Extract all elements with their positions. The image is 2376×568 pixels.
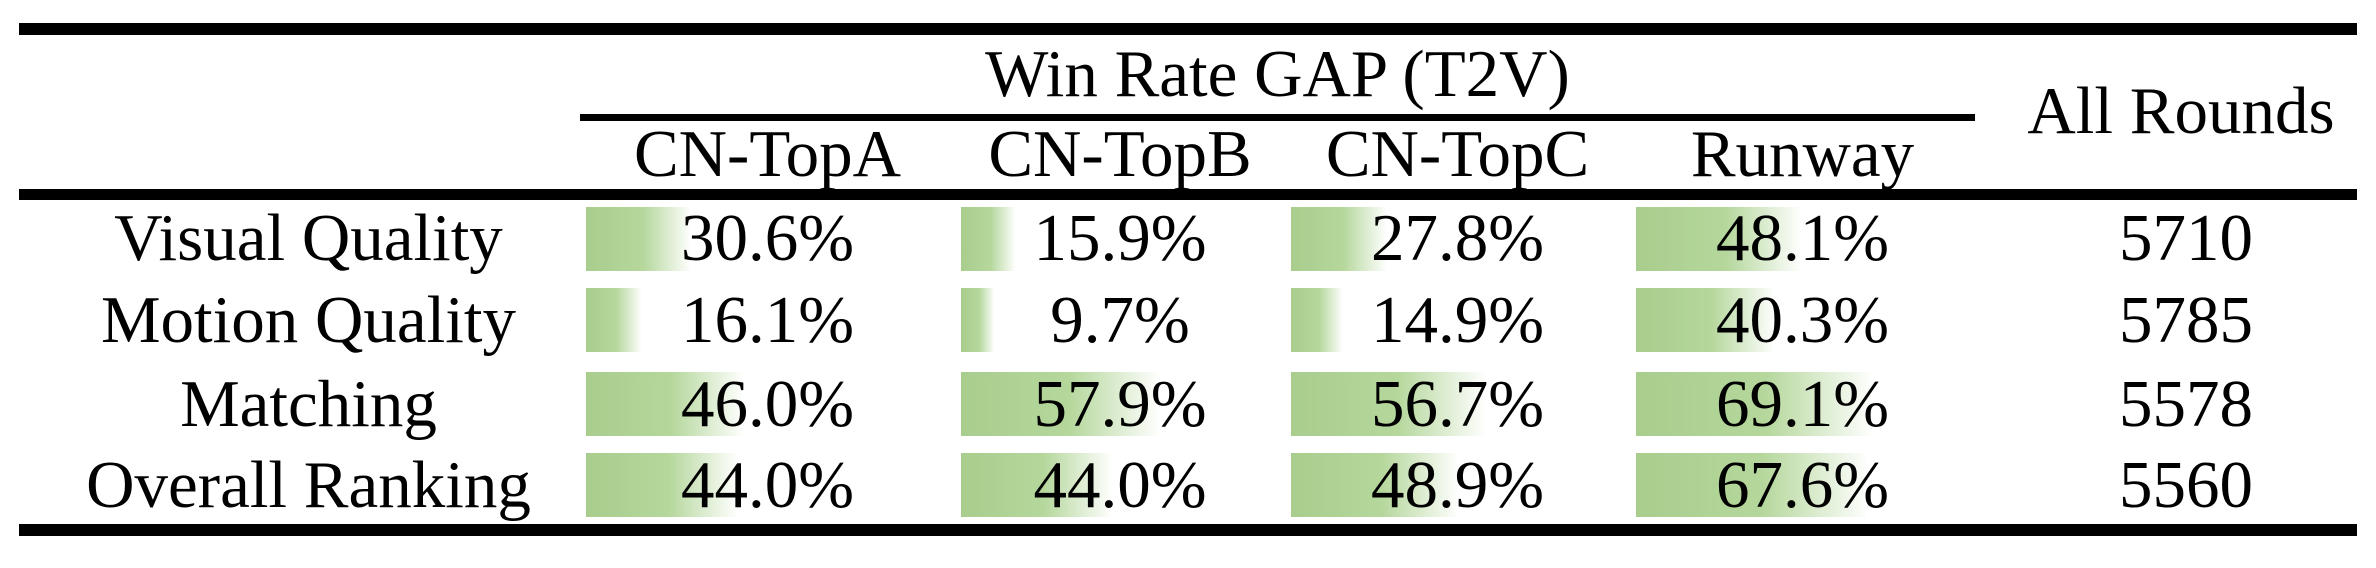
data-bar-track xyxy=(586,453,926,517)
cell-visual-quality-cn-topa: 30.6% xyxy=(580,194,955,278)
data-bar xyxy=(586,206,691,271)
data-bar-track xyxy=(1636,206,1976,271)
cell-motion-quality-all-rounds: 5785 xyxy=(2119,282,2253,357)
column-header-all-rounds: All Rounds xyxy=(1975,29,2357,200)
data-bar xyxy=(1636,372,1871,436)
table-row-motion-quality: Motion Quality 16.1% 9.7% 14.9% 40.3% xyxy=(19,278,2357,362)
column-header-cn-topa: CN-TopA xyxy=(580,117,955,200)
row-label-motion-quality: Motion Quality xyxy=(100,282,517,357)
percent-value: 57.9% xyxy=(1033,366,1207,441)
table-row-visual-quality: Visual Quality 30.6% 15.9% 27.8% 48.1% xyxy=(19,194,2357,278)
percent-value: 9.7% xyxy=(1050,282,1190,357)
percent-value: 16.1% xyxy=(680,282,855,357)
cell-visual-quality-all-rounds: 5710 xyxy=(2119,201,2253,276)
data-bar xyxy=(1291,372,1484,436)
data-bar-track xyxy=(961,206,1301,271)
data-bar-track xyxy=(1636,288,1976,352)
percent-value: 40.3% xyxy=(1715,282,1890,357)
percent-value: 44.0% xyxy=(680,447,855,522)
cell-matching-cn-topc: 56.7% xyxy=(1285,362,1630,446)
cell-matching-runway: 69.1% xyxy=(1630,362,1975,446)
data-bar xyxy=(961,453,1111,517)
cell-overall-ranking-all-rounds: 5560 xyxy=(2119,447,2253,522)
percent-value: 14.9% xyxy=(1370,282,1545,357)
data-bar xyxy=(961,372,1158,436)
data-bar-track xyxy=(1291,206,1631,271)
data-bar-track xyxy=(586,372,926,436)
percent-value: 30.6% xyxy=(680,201,855,276)
cell-motion-quality-cn-topa: 16.1% xyxy=(580,278,955,362)
data-bar-track xyxy=(1291,372,1631,436)
cell-visual-quality-cn-topc: 27.8% xyxy=(1285,194,1630,278)
row-label-visual-quality: Visual Quality xyxy=(114,201,503,276)
percent-value: 69.1% xyxy=(1715,366,1890,441)
column-header-cn-topc: CN-TopC xyxy=(1285,117,1630,200)
cell-overall-ranking-runway: 67.6% xyxy=(1630,446,1975,530)
data-bar xyxy=(1636,206,1800,271)
data-bar-track xyxy=(586,288,926,352)
data-bar xyxy=(586,288,641,352)
data-bar xyxy=(586,372,743,436)
row-label-matching: Matching xyxy=(180,366,437,441)
data-bar-track xyxy=(1291,453,1631,517)
data-bar xyxy=(961,288,994,352)
cell-overall-ranking-cn-topb: 44.0% xyxy=(955,446,1285,530)
cell-matching-cn-topa: 46.0% xyxy=(580,362,955,446)
data-bar xyxy=(1291,206,1386,271)
data-bar xyxy=(1636,288,1774,352)
percent-value: 44.0% xyxy=(1033,447,1207,522)
cell-matching-all-rounds: 5578 xyxy=(2119,366,2253,441)
win-rate-gap-table: Win Rate GAP (T2V) All Rounds CN-TopA CN… xyxy=(19,23,2357,536)
cell-motion-quality-cn-topc: 14.9% xyxy=(1285,278,1630,362)
data-bar xyxy=(1291,288,1342,352)
table-row-overall-ranking: Overall Ranking 44.0% 44.0% 48.9% 67.6% xyxy=(19,446,2357,530)
cell-motion-quality-runway: 40.3% xyxy=(1630,278,1975,362)
data-bar xyxy=(586,453,736,517)
data-bar xyxy=(961,206,1016,271)
data-bar-track xyxy=(1636,372,1976,436)
data-bar-track xyxy=(1291,288,1631,352)
data-bar-track xyxy=(1636,453,1976,517)
cell-visual-quality-cn-topb: 15.9% xyxy=(955,194,1285,278)
percent-value: 48.1% xyxy=(1715,201,1890,276)
percent-value: 48.9% xyxy=(1370,447,1545,522)
row-label-overall-ranking: Overall Ranking xyxy=(86,447,531,522)
percent-value: 56.7% xyxy=(1370,366,1545,441)
data-bar-track xyxy=(961,453,1301,517)
data-bar-track xyxy=(586,206,926,271)
cell-overall-ranking-cn-topa: 44.0% xyxy=(580,446,955,530)
data-bar-track xyxy=(961,288,1301,352)
table-header: Win Rate GAP (T2V) All Rounds CN-TopA CN… xyxy=(19,29,2357,200)
data-bar xyxy=(1636,453,1866,517)
table-body: Visual Quality 30.6% 15.9% 27.8% 48.1% xyxy=(19,194,2357,530)
data-bar xyxy=(1291,453,1458,517)
cell-overall-ranking-cn-topc: 48.9% xyxy=(1285,446,1630,530)
group-header-win-rate-gap: Win Rate GAP (T2V) xyxy=(580,29,1975,121)
column-header-runway: Runway xyxy=(1630,117,1975,200)
cell-visual-quality-runway: 48.1% xyxy=(1630,194,1975,278)
data-bar-track xyxy=(961,372,1301,436)
cell-motion-quality-cn-topb: 9.7% xyxy=(955,278,1285,362)
table-row-matching: Matching 46.0% 57.9% 56.7% 69.1% 557 xyxy=(19,362,2357,446)
percent-value: 27.8% xyxy=(1370,201,1545,276)
cell-matching-cn-topb: 57.9% xyxy=(955,362,1285,446)
percent-value: 15.9% xyxy=(1033,201,1207,276)
percent-value: 67.6% xyxy=(1715,447,1890,522)
corner-empty-cell xyxy=(19,29,580,200)
percent-value: 46.0% xyxy=(680,366,855,441)
column-header-cn-topb: CN-TopB xyxy=(955,117,1285,200)
